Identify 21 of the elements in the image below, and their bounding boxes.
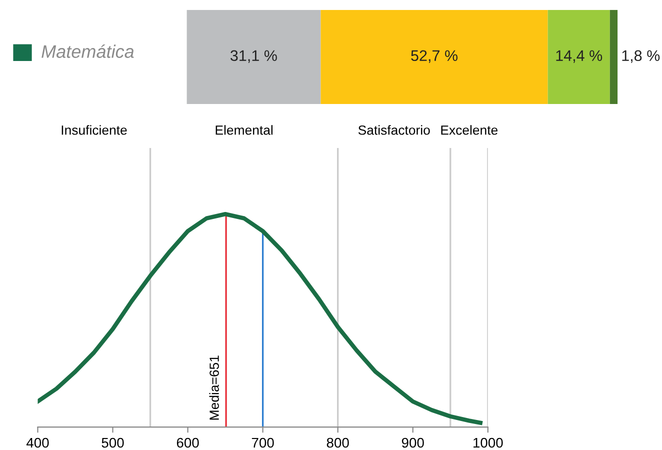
x-tick-label: 600	[176, 438, 199, 448]
data-label: 1,8 %	[622, 50, 660, 63]
data-label: 14,4 %	[556, 50, 602, 63]
text: Excelente	[441, 125, 498, 135]
text: Elemental	[216, 125, 273, 135]
y-tick-label: Matemática	[42, 44, 134, 58]
x-tick-label: 700	[252, 438, 274, 448]
bar	[548, 10, 610, 104]
bar	[186, 10, 321, 104]
x-tick-label: 800	[326, 438, 349, 448]
x-tick-label: 400	[26, 438, 49, 448]
x-tick-label: 900	[402, 438, 424, 448]
x-tick-label: 1000	[474, 438, 503, 448]
text: Insuficiente	[62, 125, 127, 135]
bar	[320, 10, 548, 104]
data-label: 52,7 %	[411, 50, 458, 63]
x-tick-label: 500	[102, 438, 124, 448]
text: Satisfactorio	[358, 125, 430, 135]
bar	[610, 10, 618, 104]
ref-line-label: Media=651	[209, 356, 219, 420]
data-label: 31,1 %	[230, 50, 277, 63]
